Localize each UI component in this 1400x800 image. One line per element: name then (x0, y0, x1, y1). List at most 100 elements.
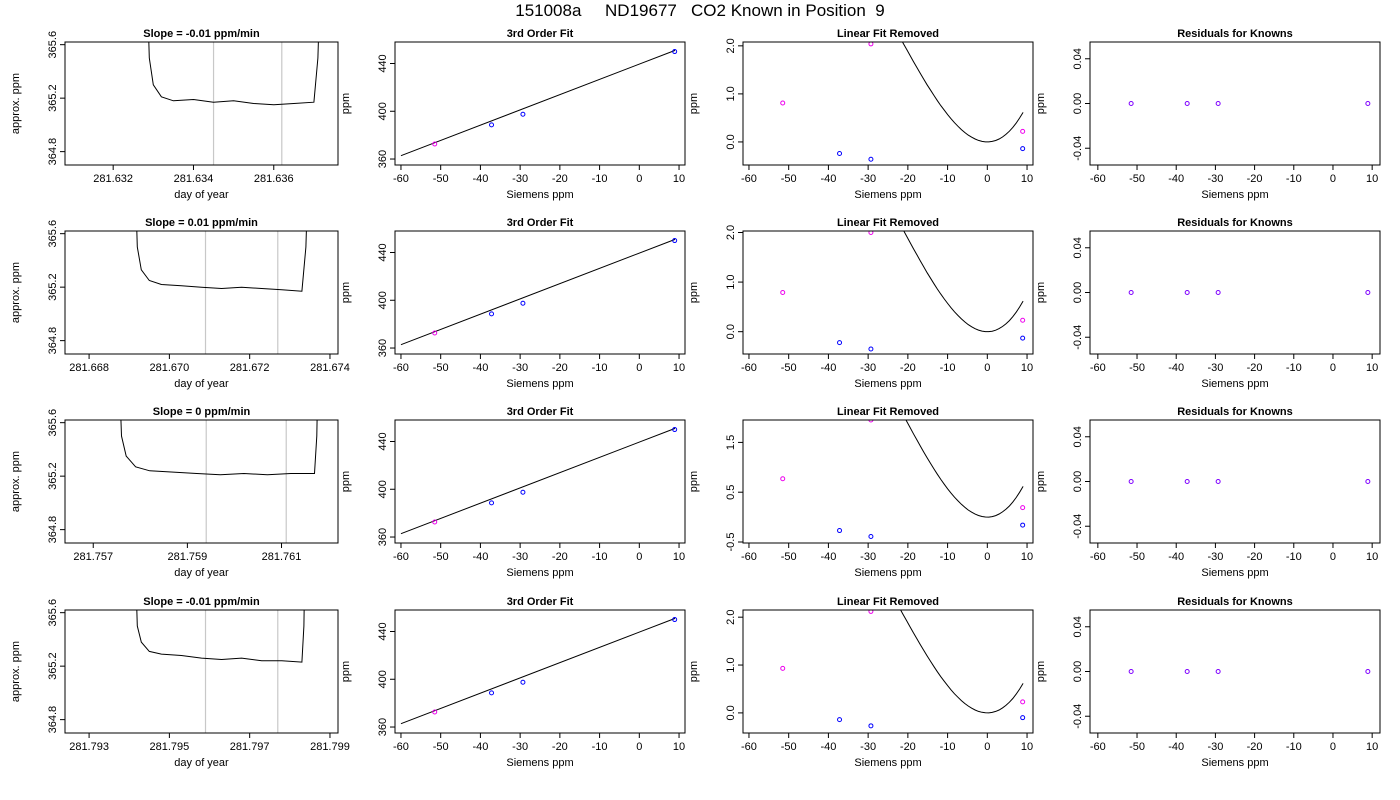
y-tick-label: 400 (377, 480, 389, 498)
plot-frame (742, 41, 1034, 166)
x-axis-label: Siemens ppm (506, 567, 573, 579)
y-tick-label: -0.04 (1072, 704, 1084, 729)
plot-content (1128, 290, 1371, 295)
y-tick-label: 0.00 (1072, 471, 1084, 492)
data-point (868, 346, 874, 352)
data-point (780, 290, 786, 295)
data-point (1020, 317, 1026, 323)
y-tick-label: 0.04 (1072, 237, 1084, 258)
data-point (1020, 335, 1026, 341)
x-tick-label: -50 (781, 173, 797, 185)
plot-content (400, 617, 678, 725)
y-tick-label: 365.6 (47, 31, 59, 59)
data-point (432, 141, 438, 147)
x-tick-label: 281.632 (93, 173, 133, 185)
y-axis-label: ppm (1035, 661, 1047, 682)
panel-title: Residuals for Knowns (1177, 596, 1293, 608)
y-tick-label: 364.8 (47, 138, 59, 166)
x-tick-label: 10 (673, 551, 685, 563)
plot-frame (394, 230, 686, 355)
y-tick-label: 400 (377, 670, 389, 688)
y-tick-label: 360 (377, 718, 389, 736)
x-tick-label: -60 (393, 362, 409, 374)
x-tick-label: -50 (1129, 741, 1145, 753)
x-tick-label: 281.795 (149, 741, 189, 753)
data-point (1020, 699, 1026, 705)
x-tick-label: -60 (393, 173, 409, 185)
x-tick-label: 0 (984, 173, 990, 185)
data-point (1365, 669, 1371, 674)
panel-title: Linear Fit Removed (837, 28, 939, 40)
fit-curve (901, 42, 1024, 143)
y-tick-label: 364.8 (47, 327, 59, 355)
panel-r4-c4: Residuals for Knowns -60 -50 -40 -30 -20 -10 0 1… (1035, 596, 1381, 769)
x-axis-label: Siemens ppm (1201, 757, 1268, 769)
y-tick-label: -0.04 (1072, 136, 1084, 161)
data-point (1184, 479, 1190, 484)
x-tick-label: 10 (1366, 362, 1378, 374)
y-axis-label: ppm (1035, 93, 1047, 114)
x-tick-label: -10 (1286, 741, 1302, 753)
x-tick-label: -60 (741, 741, 757, 753)
x-tick-label: -40 (472, 551, 488, 563)
data-point (1020, 505, 1026, 511)
panel-title: 3rd Order Fit (507, 406, 574, 418)
panel-title: Linear Fit Removed (837, 596, 939, 608)
x-tick-label: 281.634 (174, 173, 214, 185)
y-axis-label: ppm (688, 471, 700, 492)
y-tick-label: 365.2 (47, 462, 59, 490)
x-tick-label: 0 (636, 362, 642, 374)
x-tick-label: -20 (900, 741, 916, 753)
data-point (1128, 479, 1134, 484)
x-tick-label: -50 (1129, 173, 1145, 185)
x-axis-label: day of year (174, 567, 229, 579)
x-tick-label: -10 (940, 551, 956, 563)
x-tick-label: -20 (900, 173, 916, 185)
panel-r1-c2: 3rd Order Fit -60 -50 -40 -30 -20 -10 0 10 360 400… (340, 28, 686, 201)
panel-title: Linear Fit Removed (837, 406, 939, 418)
x-tick-label: 0 (1330, 551, 1336, 563)
x-tick-label: -40 (472, 362, 488, 374)
x-tick-label: -10 (1286, 362, 1302, 374)
x-tick-label: 281.761 (262, 551, 302, 563)
x-tick-label: -30 (860, 551, 876, 563)
x-tick-label: 10 (673, 173, 685, 185)
y-axis-label: ppm (688, 661, 700, 682)
plot-content (400, 238, 678, 346)
plot-content (780, 420, 1026, 540)
data-point (489, 122, 495, 128)
x-tick-label: -60 (393, 551, 409, 563)
panel-title: Slope = 0.01 ppm/min (145, 217, 258, 229)
x-tick-label: -20 (552, 173, 568, 185)
y-tick-label: 360 (377, 339, 389, 357)
data-point (672, 238, 678, 244)
x-tick-label: -20 (552, 741, 568, 753)
x-tick-label: 281.799 (310, 741, 350, 753)
x-tick-label: 10 (673, 741, 685, 753)
data-point (837, 150, 843, 156)
data-point (1128, 669, 1134, 674)
x-tick-label: -50 (781, 741, 797, 753)
data-point (1365, 479, 1371, 484)
x-tick-label: -50 (433, 551, 449, 563)
plot-frame (64, 230, 339, 355)
plot-content (120, 420, 318, 476)
data-point (868, 156, 874, 162)
plot-content (136, 231, 307, 292)
y-axis-label: ppm (1035, 471, 1047, 492)
y-tick-label: 440 (377, 54, 389, 72)
y-tick-label: 365.6 (47, 599, 59, 627)
plot-content (780, 610, 1026, 729)
x-tick-label: 281.672 (230, 362, 270, 374)
plot-frame (394, 609, 686, 734)
data-point (1215, 290, 1221, 295)
y-tick-label: 0.5 (725, 485, 737, 500)
data-point (1020, 128, 1026, 134)
panel-r3-c1: Slope = 0 ppm/min 281.757 281.759 281.761 36… (10, 406, 339, 579)
data-point (1128, 101, 1134, 106)
raw-data-line (148, 42, 319, 106)
data-point (520, 679, 526, 685)
x-axis-label: day of year (174, 189, 229, 201)
plot-frame (742, 609, 1034, 734)
x-tick-label: -20 (1247, 551, 1263, 563)
